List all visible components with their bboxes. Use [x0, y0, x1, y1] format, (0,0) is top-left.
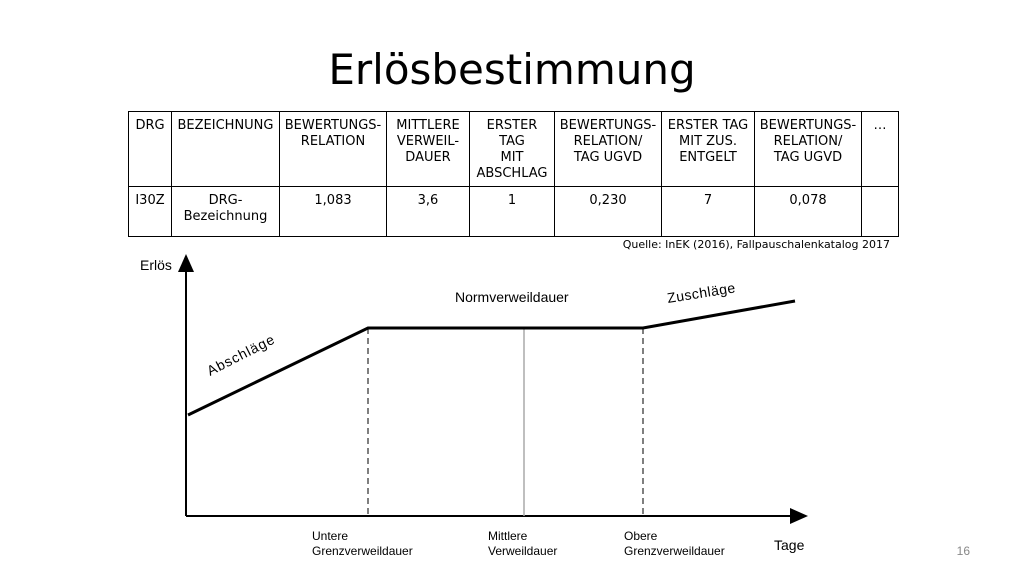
- cell-more: [861, 186, 899, 237]
- header-more: …: [861, 111, 899, 187]
- cell-mittlere-verweildauer: 3,6: [386, 186, 470, 237]
- cell-erster-tag-abschlag: 1: [469, 186, 555, 237]
- header-bewertungsrelation-ugvd-2: BEWERTUNGS- RELATION/ TAG UGVD: [754, 111, 862, 187]
- header-erster-tag-abschlag: ERSTER TAG MIT ABSCHLAG: [469, 111, 555, 187]
- cell-bewertungsrelation: 1,083: [279, 186, 387, 237]
- cell-bewertungsrelation-ugvd-1: 0,230: [554, 186, 662, 237]
- source-note: Quelle: InEK (2016), Fallpauschalenkatal…: [622, 238, 890, 251]
- lower-limit-caption-1: Untere: [312, 529, 348, 543]
- abschlaege-label: Abschläge: [204, 331, 278, 379]
- mid-stay-caption-1: Mittlere: [488, 529, 528, 543]
- lower-limit-caption-2: Grenzverweildauer: [312, 544, 413, 558]
- header-drg: DRG: [128, 111, 172, 187]
- upper-limit-caption-1: Obere: [624, 529, 658, 543]
- table-header-row: DRG BEZEICHNUNG BEWERTUNGS- RELATION MIT…: [128, 111, 899, 187]
- header-bewertungsrelation: BEWERTUNGS- RELATION: [279, 111, 387, 187]
- upper-limit-caption-2: Grenzverweildauer: [624, 544, 725, 558]
- y-axis-label: Erlös: [140, 257, 172, 273]
- cell-erster-tag-zus-entgelt: 7: [661, 186, 755, 237]
- header-mittlere-verweildauer: MITTLERE VERWEIL- DAUER: [386, 111, 470, 187]
- x-axis-label: Tage: [774, 537, 805, 553]
- normverweildauer-label: Normverweildauer: [455, 289, 569, 305]
- cell-bezeichnung: DRG- Bezeichnung: [171, 186, 280, 237]
- header-bewertungsrelation-ugvd-1: BEWERTUNGS- RELATION/ TAG UGVD: [554, 111, 662, 187]
- table-row: I30Z DRG- Bezeichnung 1,083 3,6 1 0,230 …: [128, 186, 899, 237]
- cell-bewertungsrelation-ugvd-2: 0,078: [754, 186, 862, 237]
- mid-stay-caption-2: Verweildauer: [488, 544, 557, 558]
- drg-table: DRG BEZEICHNUNG BEWERTUNGS- RELATION MIT…: [128, 111, 899, 237]
- header-bezeichnung: BEZEICHNUNG: [171, 111, 280, 187]
- page-number: 16: [956, 544, 970, 558]
- slide-title: Erlösbestimmung: [328, 45, 696, 94]
- revenue-curve: [187, 299, 796, 417]
- header-erster-tag-zus-entgelt: ERSTER TAG MIT ZUS. ENTGELT: [661, 111, 755, 187]
- zuschlaege-label: Zuschläge: [666, 279, 737, 306]
